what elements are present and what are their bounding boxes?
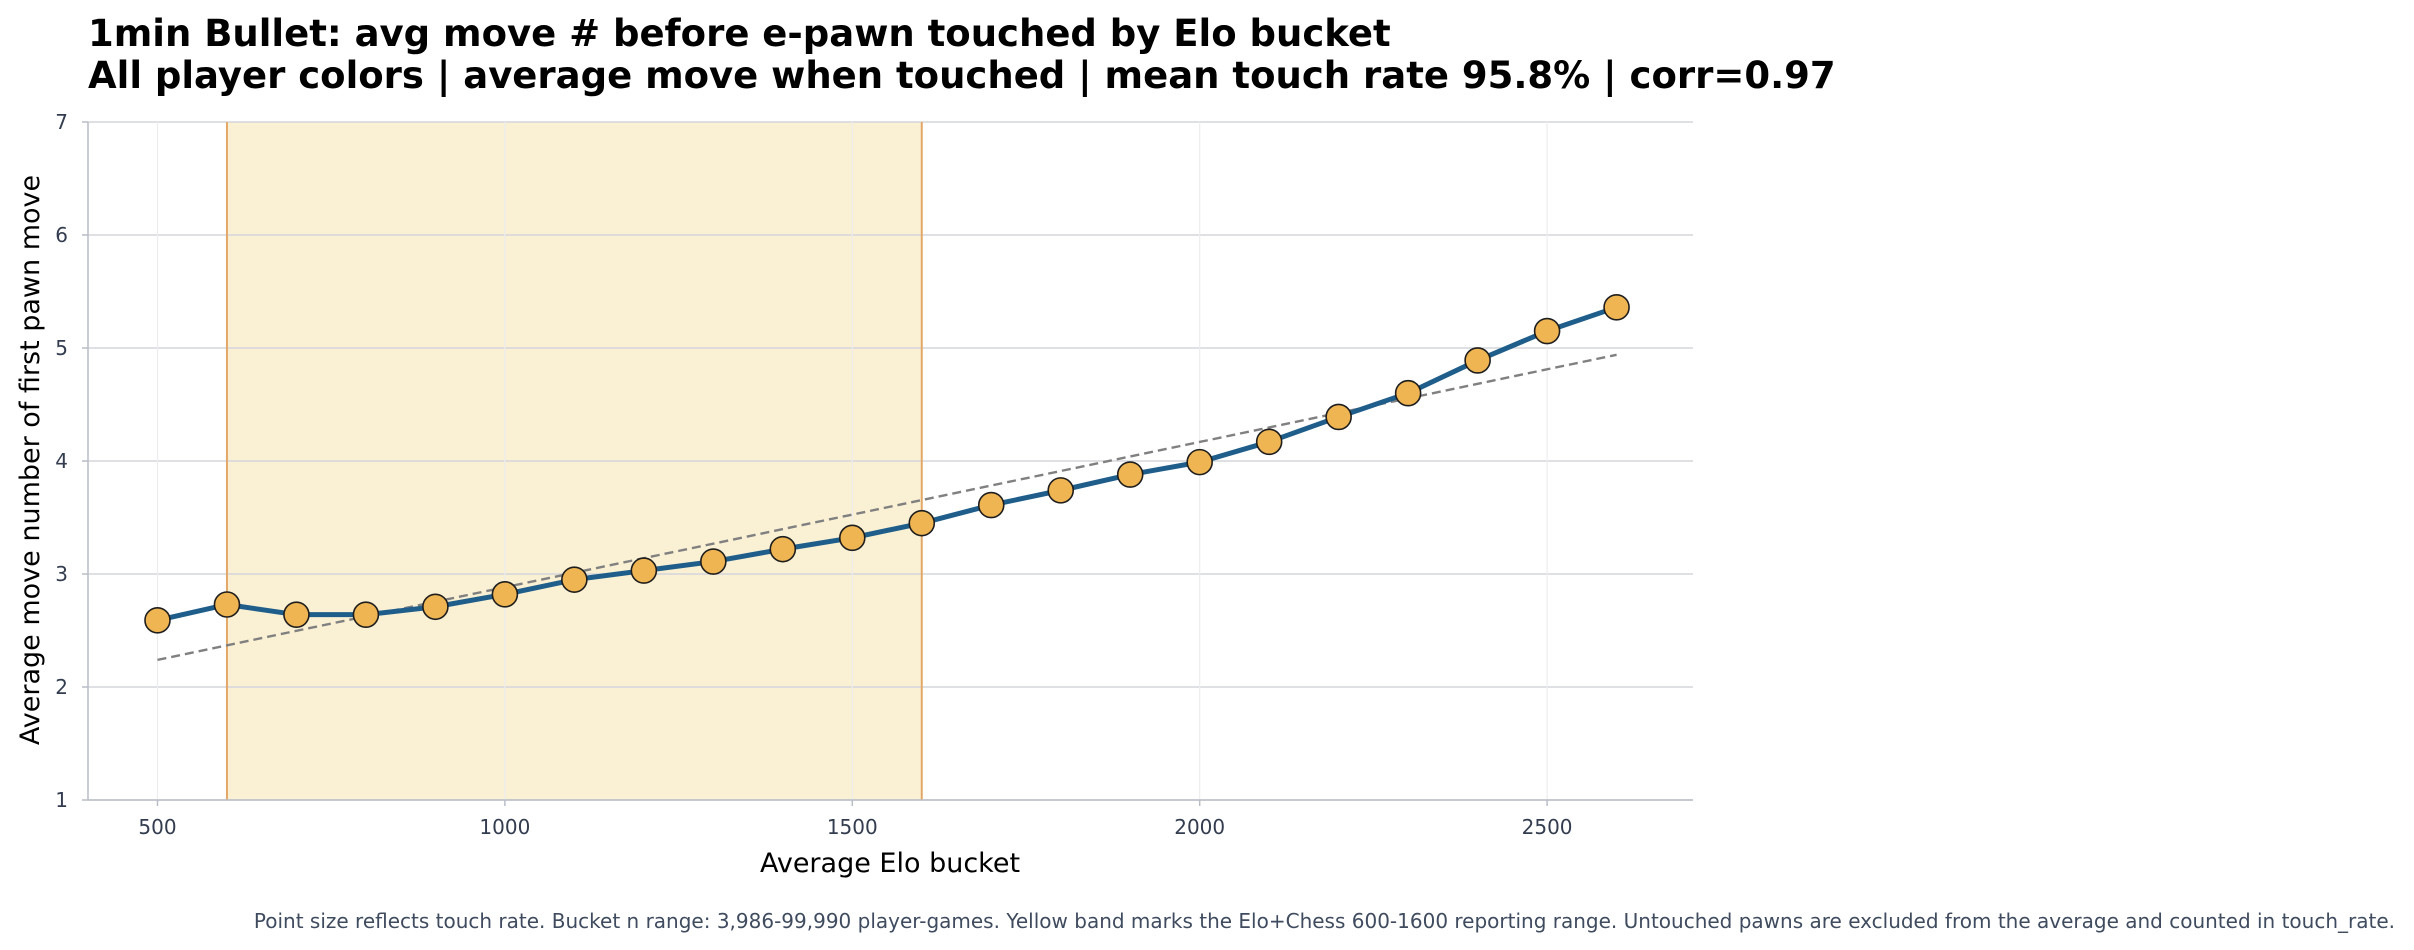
data-point — [1394, 379, 1422, 407]
x-ticks: 500 1000 1500 2000 2500 — [138, 800, 1573, 839]
data-point — [283, 601, 310, 628]
data-point — [561, 566, 588, 593]
data-point — [1325, 403, 1352, 431]
chart-subtitle: All player colors | average move when to… — [88, 54, 1836, 97]
plot-area: 1 2 3 4 5 6 7 500 1000 1500 2000 2500 — [55, 110, 1693, 839]
y-tick-label: 2 — [55, 675, 68, 699]
data-point — [769, 535, 797, 563]
chart-caption: Point size reflects touch rate. Bucket n… — [254, 909, 2395, 933]
data-point — [213, 591, 241, 618]
y-tick-label: 1 — [55, 788, 68, 812]
data-point — [700, 548, 727, 575]
y-tick-label: 7 — [55, 110, 68, 134]
data-point — [352, 601, 380, 628]
y-axis-label: Average move number of first pawn move — [15, 175, 46, 745]
data-point — [1116, 461, 1144, 488]
chart-title: 1min Bullet: avg move # before e-pawn to… — [88, 12, 1391, 55]
x-tick-label: 500 — [138, 815, 176, 839]
data-point — [1186, 448, 1213, 476]
data-point — [630, 557, 658, 584]
data-point — [908, 509, 936, 537]
x-tick-label: 1500 — [827, 815, 878, 839]
y-tick-label: 3 — [55, 562, 68, 586]
data-point — [1464, 347, 1491, 374]
y-ticks: 1 2 3 4 5 6 7 — [55, 110, 88, 812]
data-point — [838, 524, 866, 552]
series-line — [156, 304, 1618, 623]
data-point — [1047, 477, 1075, 504]
data-point — [491, 581, 519, 608]
data-point — [1603, 294, 1630, 321]
data-point — [977, 491, 1005, 519]
data-point — [1533, 317, 1561, 345]
x-tick-label: 2500 — [1522, 815, 1573, 839]
data-point — [422, 593, 449, 621]
series-points — [144, 294, 1630, 634]
data-point — [1255, 428, 1283, 456]
y-tick-label: 4 — [55, 449, 68, 473]
trendline — [157, 353, 1617, 662]
x-axis-label: Average Elo bucket — [760, 848, 1020, 879]
x-tick-label: 1000 — [479, 815, 530, 839]
x-tick-label: 2000 — [1174, 815, 1225, 839]
data-point — [144, 607, 171, 634]
y-tick-label: 5 — [55, 336, 68, 360]
y-tick-label: 6 — [55, 223, 68, 247]
